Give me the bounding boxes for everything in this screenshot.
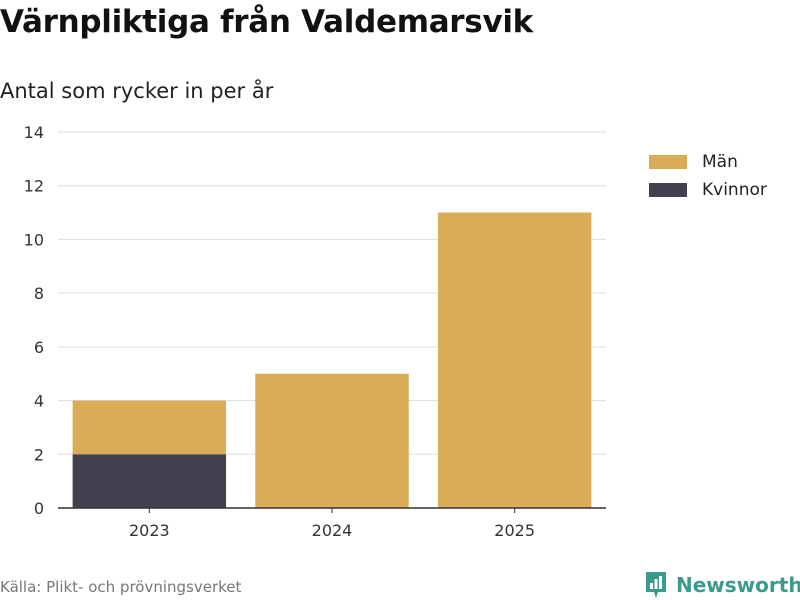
bar-kvinnor-2023 [72,454,227,508]
x-tick-label: 2025 [494,521,535,540]
x-tick-label: 2023 [129,521,170,540]
legend-swatch [649,183,687,197]
legend-label: Män [702,152,738,172]
y-tick-label: 14 [24,123,44,142]
y-tick-label: 4 [34,392,44,411]
legend-item-kvinnor: Kvinnor [649,176,767,204]
y-tick-labels: 0 2 4 6 8 10 12 14 [24,123,44,518]
legend-item-män: Män [649,148,767,176]
bars [72,212,592,509]
x-tick-label: 2024 [312,521,353,540]
y-tick-label: 12 [24,177,44,196]
chart-title: Värnpliktiga från Valdemarsvik [0,4,534,40]
brand-logo: Newsworthy [644,570,800,600]
y-tick-label: 2 [34,445,44,464]
chart-subtitle: Antal som rycker in per år [0,79,274,103]
bar-män-2024 [255,373,409,508]
y-tick-label: 8 [34,284,44,303]
y-tick-label: 10 [24,230,44,249]
legend-swatch [649,155,687,169]
source-note: Källa: Plikt- och prövningsverket [0,578,242,596]
y-tick-label: 0 [34,499,44,518]
y-tick-label: 6 [34,338,44,357]
bar-män-2023 [72,400,227,455]
logo-text: Newsworthy [676,573,800,597]
bar-män-2025 [437,212,592,509]
legend: Män Kvinnor [649,148,767,204]
legend-label: Kvinnor [702,180,767,200]
x-tick-labels: 2023 2024 2025 [129,521,535,540]
axes [58,507,606,513]
bar-chart-logo-icon [646,572,666,598]
